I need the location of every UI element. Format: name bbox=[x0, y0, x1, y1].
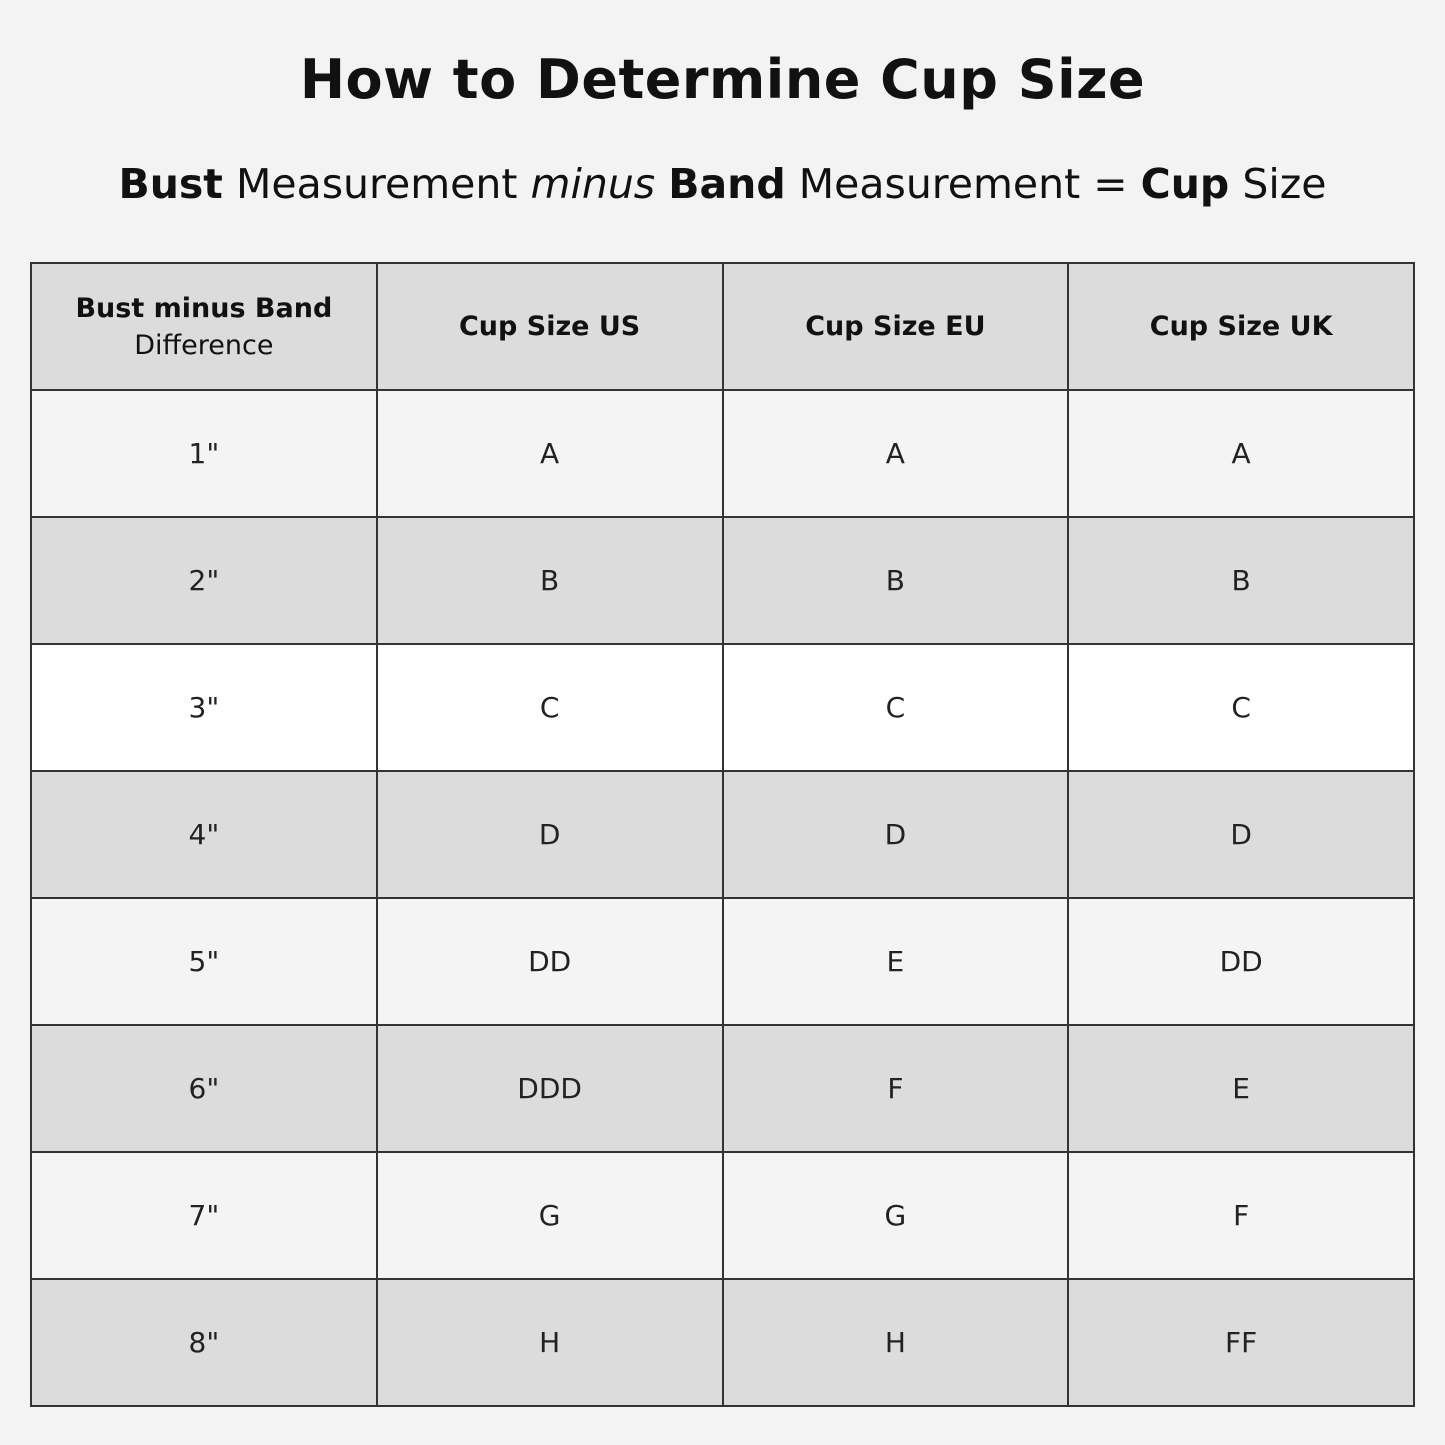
formula-measurement: Measurement bbox=[235, 160, 518, 208]
cell-difference: 3" bbox=[30, 643, 378, 772]
formula-cup: Cup bbox=[1140, 160, 1230, 208]
cell-uk: A bbox=[1067, 389, 1415, 518]
cell-eu: H bbox=[721, 1278, 1070, 1407]
header-difference-sub: Difference bbox=[134, 329, 274, 361]
header-us: Cup Size US bbox=[375, 262, 724, 391]
cell-uk: DD bbox=[1067, 897, 1415, 1026]
table-row: 8" H H FF bbox=[30, 1278, 1415, 1407]
formula-band: Band bbox=[668, 160, 786, 208]
formula-subtitle: Bust Measurement minus Band Measurement … bbox=[0, 160, 1445, 208]
table-header-row: Bust minus Band Difference Cup Size US C… bbox=[30, 262, 1415, 391]
cell-uk: B bbox=[1067, 516, 1415, 645]
header-uk: Cup Size UK bbox=[1067, 262, 1415, 391]
table-row: 6" DDD F E bbox=[30, 1024, 1415, 1153]
cell-us: C bbox=[375, 643, 724, 772]
cell-uk: FF bbox=[1067, 1278, 1415, 1407]
cell-uk: D bbox=[1067, 770, 1415, 899]
table-row: 7" G G F bbox=[30, 1151, 1415, 1280]
formula-size: Size bbox=[1242, 160, 1327, 208]
cell-eu: D bbox=[721, 770, 1070, 899]
cell-uk: C bbox=[1067, 643, 1415, 772]
cell-difference: 6" bbox=[30, 1024, 378, 1153]
cell-difference: 8" bbox=[30, 1278, 378, 1407]
cell-eu: E bbox=[721, 897, 1070, 1026]
formula-bust: Bust bbox=[118, 160, 223, 208]
cell-us: B bbox=[375, 516, 724, 645]
table-row: 3" C C C bbox=[30, 643, 1415, 772]
table-row: 1" A A A bbox=[30, 389, 1415, 518]
cell-us: DDD bbox=[375, 1024, 724, 1153]
cell-difference: 2" bbox=[30, 516, 378, 645]
cell-uk: F bbox=[1067, 1151, 1415, 1280]
cell-uk: E bbox=[1067, 1024, 1415, 1153]
cell-eu: C bbox=[721, 643, 1070, 772]
header-difference: Bust minus Band Difference bbox=[30, 262, 378, 391]
cell-difference: 5" bbox=[30, 897, 378, 1026]
cell-eu: F bbox=[721, 1024, 1070, 1153]
page-title: How to Determine Cup Size bbox=[299, 48, 1146, 111]
cup-size-table: Bust minus Band Difference Cup Size US C… bbox=[30, 262, 1415, 1407]
table-row: 5" DD E DD bbox=[30, 897, 1415, 1026]
cell-us: DD bbox=[375, 897, 724, 1026]
table-row: 2" B B B bbox=[30, 516, 1415, 645]
cell-difference: 7" bbox=[30, 1151, 378, 1280]
cell-eu: G bbox=[721, 1151, 1070, 1280]
cell-us: G bbox=[375, 1151, 724, 1280]
header-difference-main: Bust minus Band bbox=[75, 292, 333, 324]
cell-difference: 1" bbox=[30, 389, 378, 518]
formula-minus: minus bbox=[530, 160, 656, 208]
cell-eu: A bbox=[721, 389, 1070, 518]
formula-measurement-equals: Measurement = bbox=[798, 160, 1128, 208]
header-eu: Cup Size EU bbox=[721, 262, 1070, 391]
cell-us: D bbox=[375, 770, 724, 899]
cell-us: A bbox=[375, 389, 724, 518]
cell-eu: B bbox=[721, 516, 1070, 645]
cell-us: H bbox=[375, 1278, 724, 1407]
table-row: 4" D D D bbox=[30, 770, 1415, 899]
cell-difference: 4" bbox=[30, 770, 378, 899]
